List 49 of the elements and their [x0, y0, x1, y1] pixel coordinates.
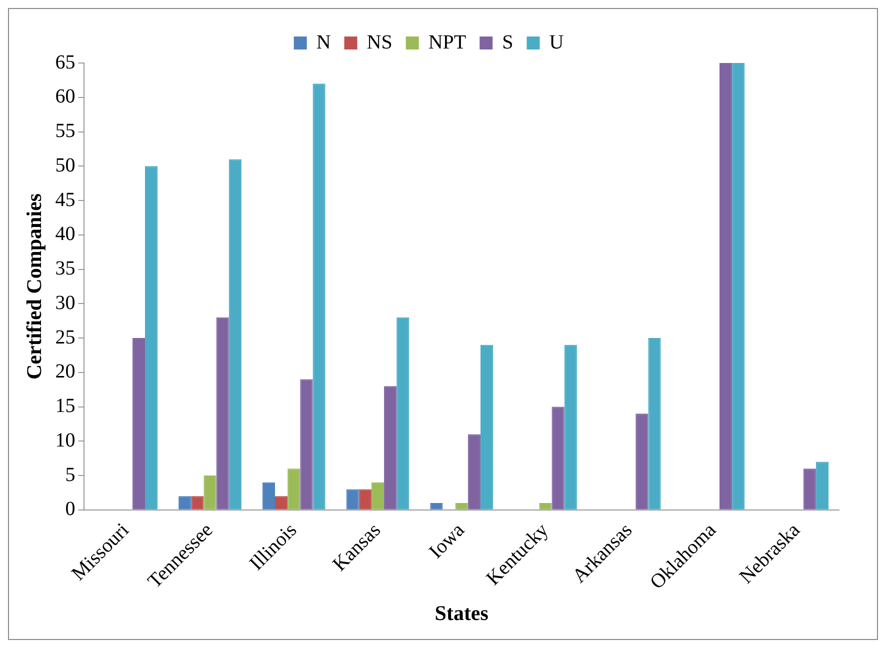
y-tick-label: 15	[55, 395, 76, 418]
y-tick-label: 40	[55, 223, 76, 246]
bar	[539, 503, 552, 510]
y-tick-label: 5	[65, 464, 76, 486]
y-tick-label: 50	[55, 154, 76, 176]
bar	[384, 386, 397, 510]
legend-label: S	[502, 31, 514, 54]
y-tick-label: 30	[55, 292, 76, 314]
bar	[312, 84, 326, 510]
bar	[371, 482, 384, 510]
bar	[228, 159, 242, 510]
y-tick-label: 10	[55, 429, 76, 452]
bar	[455, 503, 468, 510]
bar	[648, 338, 661, 510]
bar	[132, 338, 146, 510]
x-tick-label: Iowa	[425, 519, 469, 563]
bar	[636, 414, 648, 510]
y-tick-label: 45	[55, 188, 76, 211]
bar	[564, 344, 577, 510]
bar	[262, 482, 275, 510]
y-tick-label: 35	[55, 258, 76, 280]
bar	[204, 476, 216, 510]
bar	[430, 503, 443, 510]
bar	[803, 468, 816, 510]
y-tick-label: 0	[65, 498, 76, 520]
legend-label: NPT	[428, 31, 466, 54]
bar	[358, 489, 372, 510]
bar	[732, 63, 745, 510]
bar	[216, 317, 229, 510]
y-tick-label: 20	[55, 360, 76, 383]
y-axis-title: Certified Companies	[22, 193, 46, 380]
bar	[552, 406, 564, 510]
bar	[719, 63, 732, 510]
legend-label: N	[316, 31, 331, 54]
bar	[396, 317, 410, 510]
bar	[300, 379, 313, 510]
bar	[346, 489, 359, 510]
bar	[480, 344, 494, 510]
y-tick-label: 55	[55, 120, 76, 142]
legend-label: NS	[366, 31, 392, 54]
bar	[288, 468, 300, 510]
bar	[145, 166, 158, 510]
legend-label: U	[549, 31, 564, 54]
x-axis-title: States	[434, 600, 488, 625]
bar	[468, 434, 480, 510]
y-tick-label: 25	[55, 326, 76, 348]
bar	[816, 462, 829, 510]
y-tick-label: 65	[55, 51, 76, 74]
y-tick-label: 60	[55, 86, 76, 108]
